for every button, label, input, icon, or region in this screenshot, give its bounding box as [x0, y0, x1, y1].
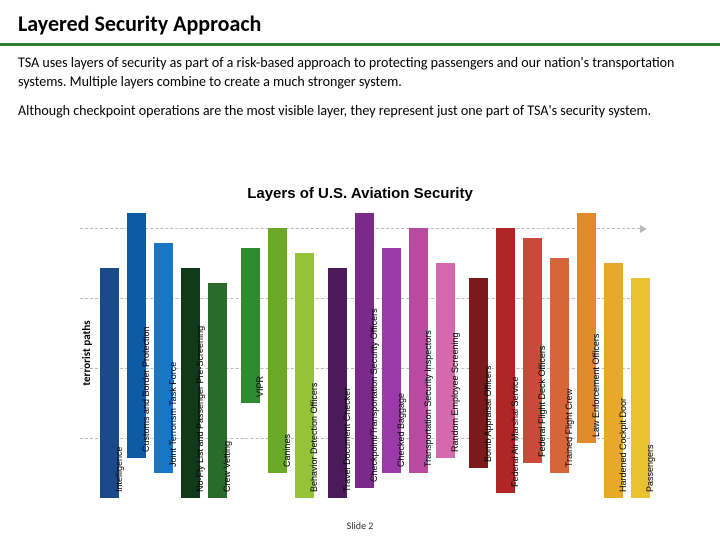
layer-bar-label: Joint Terrorism Task Force: [168, 362, 178, 467]
layer-bar-label: Hardened Cockpit Door: [618, 398, 628, 492]
layer-bar-label: Travel Document Checker: [342, 388, 352, 492]
layer-bar-label: Federal Air Marshal Service: [510, 376, 520, 487]
layer-bar-label: Trained Flight Crew: [564, 389, 574, 467]
chart-plot: Intelligence Customs and Border Protectio…: [80, 208, 640, 498]
arrow-head-icon: [640, 225, 647, 233]
layer-bar-label: No-Fly List and Passenger Pre-Screening: [195, 326, 205, 492]
layer-bar-label: Random Employee Screening: [450, 332, 460, 452]
slide-footer: Slide 2: [0, 519, 720, 532]
chart-area: terrorist paths IntelligenceCustoms and …: [80, 208, 640, 498]
layer-bar-label: Crew Vetting: [222, 441, 232, 492]
layer-bar-label: Checked Baggage: [396, 393, 406, 467]
layer-bar-label: Canines: [282, 434, 292, 467]
layer-bar-label: Federal Flight Deck Officers: [537, 346, 547, 457]
layer-bar-label: VIPR: [255, 376, 265, 397]
layer-bar-label: Behavior Detection Officers: [309, 383, 319, 492]
layer-bar-label: Passengers: [645, 444, 655, 492]
paragraph-2: Although checkpoint operations are the m…: [18, 102, 702, 121]
body-text: TSA uses layers of security as part of a…: [0, 46, 720, 121]
layer-bar-label: Law Enforcement Officers: [591, 334, 601, 437]
chart-title: Layers of U.S. Aviation Security: [80, 185, 640, 202]
layer-bar-label: Intelligence: [114, 446, 124, 492]
layer-bar-label: Checkpoint/Transportation Security Offic…: [369, 308, 379, 482]
page-title: Layered Security Approach: [0, 0, 720, 46]
layer-bar-label: Bomb Appraisal Officers: [483, 366, 493, 462]
security-layers-chart: Layers of U.S. Aviation Security terrori…: [80, 185, 640, 495]
paragraph-1: TSA uses layers of security as part of a…: [18, 54, 702, 92]
layer-bar-label: Transportation Security Inspectors: [423, 330, 433, 467]
layer-bar-label: Customs and Border Protection: [141, 326, 151, 452]
